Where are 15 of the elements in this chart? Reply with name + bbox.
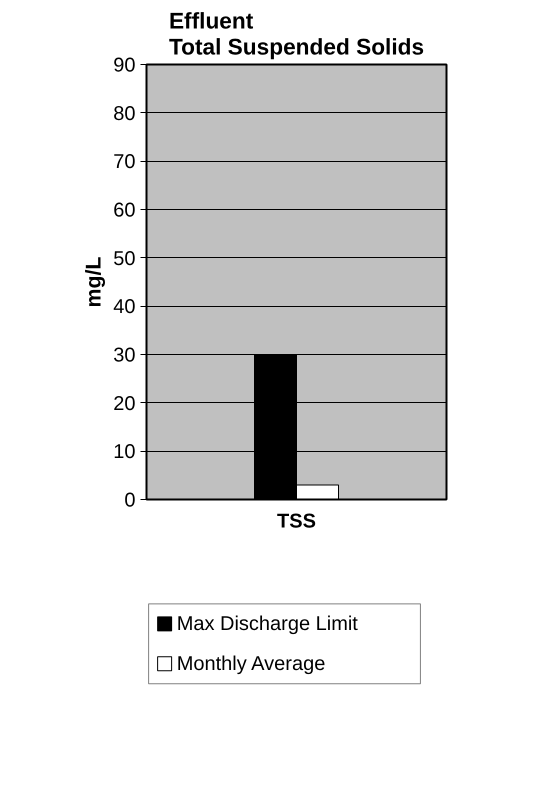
y-tick-label: 30: [113, 344, 136, 366]
y-axis-title: mg/L: [81, 256, 106, 308]
x-tick-label: TSS: [277, 510, 316, 532]
y-tick-label: 40: [113, 296, 136, 318]
y-tick-label: 60: [113, 200, 136, 222]
y-tick-label: 20: [113, 392, 136, 415]
chart-title: Effluent Total Suspended Solids: [168, 8, 424, 60]
y-tick-label: 70: [113, 151, 136, 174]
y-tick-label: 80: [113, 102, 136, 125]
legend-label: Max Discharge Limit: [176, 612, 358, 635]
legend-label: Monthly Average: [176, 652, 326, 675]
y-tick-label: 0: [124, 490, 136, 512]
y-tick-label: 50: [113, 248, 136, 270]
y-tick-label: 10: [113, 441, 136, 464]
y-tick-label: 90: [113, 54, 136, 76]
